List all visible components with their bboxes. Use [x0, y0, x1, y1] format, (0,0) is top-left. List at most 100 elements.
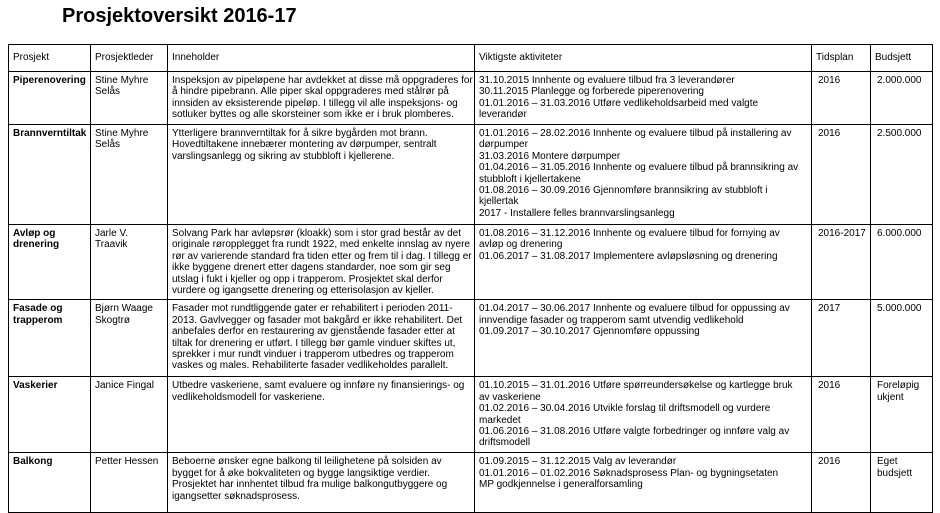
cell-line: Stine Myhre: [95, 128, 149, 139]
cell-line: 01.10.2015 – 31.01.2016 Utføre spørreund…: [479, 380, 793, 392]
table-cell: Beboerne ønsker egne balkong til leiligh…: [167, 452, 475, 513]
cell-line: Solvang Park har avløpsrør (kloakk) som …: [172, 228, 461, 239]
cell-line: markedet: [479, 414, 521, 426]
table-cell: 2016: [811, 71, 871, 125]
cell-line: originale røropplegget fra rundt 1922, m…: [172, 239, 470, 251]
cell-line: 2017 - Installere felles brannvarslingsa…: [479, 207, 675, 219]
cell-line: 01.01.2016 – 31.03.2016 Utføre vedlikeho…: [479, 97, 759, 109]
cell-line: Stine Myhre: [95, 75, 149, 86]
cell-line: 01.02.2016 – 30.04.2016 Utvikle forslag …: [479, 403, 771, 415]
table-cell: 2016: [811, 376, 871, 454]
cell-line: Piperenovering: [13, 75, 86, 86]
table-cell: 01.08.2016 – 31.12.2016 Innhente og eval…: [474, 223, 812, 301]
cell-line: leverandør: [479, 109, 527, 121]
cell-line: Fasader mot rundtliggende gater er rehab…: [172, 303, 453, 315]
table-row: Piperenovering Stine Myhre Selås Inspeksjon…: [8, 71, 933, 125]
column-header: Prosjektleder: [90, 44, 168, 72]
cell-line: 01.06.2016 – 31.08.2016 Utføre valgte fo…: [479, 426, 790, 438]
cell-line: dørpumper: [479, 139, 528, 151]
table-cell: Ytterligere brannverntiltak for å sikre …: [167, 124, 475, 225]
cell-line: 2013. Gavlvegger og fasader mot bakgård …: [172, 314, 463, 326]
table-row: Avløp og drenering Jarle V. Traavik Solvang …: [8, 223, 933, 301]
cell-line: 01.04.2017 – 30.06.2017 Innhente og eval…: [479, 303, 790, 315]
cell-line: 2016: [818, 380, 841, 392]
cell-line: anbefales derfor en restaurering av gjen…: [172, 326, 455, 338]
cell-line: Avløp og: [13, 228, 56, 239]
cell-line: innvendige fasader og trapperom samt utv…: [479, 314, 744, 326]
table-cell: Vaskerier: [8, 376, 91, 454]
cell-line: 2.500.000: [877, 128, 922, 139]
cell-line: Skogtrø: [95, 314, 131, 326]
table-cell: Piperenovering: [8, 71, 91, 125]
table-cell: 31.10.2015 Innhente og evaluere tilbud f…: [474, 71, 812, 125]
table-cell: Solvang Park har avløpsrør (kloakk) som …: [167, 223, 475, 301]
column-header: Inneholder: [167, 44, 475, 72]
cell-line: Janice Fingal: [95, 380, 154, 392]
table-cell: Petter Hessen: [90, 452, 168, 513]
cell-line: Hovedtiltakene innebærer montering av dø…: [172, 139, 437, 151]
cell-line: 01.01.2016 – 28.02.2016 Innhente og eval…: [479, 128, 792, 139]
table-cell: 6.000.000: [870, 223, 933, 301]
cell-line: kjellertak: [479, 196, 519, 208]
cell-line: ikke byggene drenert etter dagens standa…: [172, 262, 451, 274]
column-header: Prosjekt: [8, 44, 91, 72]
cell-line: Selås: [95, 139, 121, 151]
cell-line: å hindre pipebrann. Alle piper skal oppg…: [172, 86, 449, 98]
cell-line: drenering: [13, 239, 60, 251]
cell-line: Balkong: [13, 456, 53, 468]
table-cell: 2016: [811, 452, 871, 513]
table-body: Piperenovering Stine Myhre Selås Inspeksjon…: [8, 71, 933, 513]
table-cell: Eget budsjett: [870, 452, 933, 513]
cell-line: 01.09.2015 – 31.12.2015 Valg av leverand…: [479, 456, 677, 468]
cell-line: tiltak for drenering er utført. I tilleg…: [172, 337, 456, 349]
cell-line: 2017: [818, 303, 841, 315]
table-cell: Inspeksjon av pipeløpene har avdekket at…: [167, 71, 475, 125]
cell-line: vaskes og males. Rehabiliterte fasader v…: [172, 360, 449, 372]
cell-line: av vaskeriene: [479, 391, 541, 403]
table-cell: 2017: [811, 299, 871, 378]
cell-line: utslag i fukt i kjeller og opp i trapper…: [172, 273, 443, 285]
cell-line: 30.11.2015 Planlegge og forberede pipere…: [479, 86, 704, 98]
cell-line: bygget for å øke bokvaliteten og bygge l…: [172, 467, 430, 479]
table-cell: Fasade og trapperom: [8, 299, 91, 378]
header-row: Prosjekt Prosjektleder Inneholder Viktigste…: [8, 44, 933, 72]
cell-line: Jarle V.: [95, 228, 128, 239]
table-cell: Stine Myhre Selås: [90, 124, 168, 225]
cell-line: 2.000.000: [877, 75, 922, 86]
cell-line: sprekker i mur rundt vinduer i trapperom…: [172, 349, 454, 361]
cell-line: 01.08.2016 – 30.09.2016 Gjennomføre bran…: [479, 185, 768, 197]
cell-line: 01.06.2017 – 31.08.2017 Implementere avl…: [479, 250, 778, 262]
cell-line: stubbloft i kjellertakene: [479, 173, 581, 185]
column-header: Tidsplan: [811, 44, 871, 72]
cell-line: 01.04.2016 – 31.05.2016 Innhente og eval…: [479, 162, 799, 174]
table-cell: Balkong: [8, 452, 91, 513]
cell-line: vurdere og igangsette drenering og etter…: [172, 285, 434, 297]
table-cell: Bjørn Waage Skogtrø: [90, 299, 168, 378]
table-cell: 5.000.000: [870, 299, 933, 378]
cell-line: Ytterligere brannverntiltak for å sikre …: [172, 128, 428, 139]
project-table: Prosjekt Prosjektleder Inneholder Viktigste…: [8, 44, 933, 513]
cell-line: Traavik: [95, 239, 128, 251]
table-cell: Janice Fingal: [90, 376, 168, 454]
cell-line: 31.03.2016 Montere dørpumper: [479, 150, 621, 162]
table-cell: 2.500.000: [870, 124, 933, 225]
cell-line: 01.08.2016 – 31.12.2016 Innhente og eval…: [479, 228, 780, 239]
cell-line: 2016-2017: [818, 228, 866, 239]
cell-line: Eget: [877, 456, 898, 468]
cell-line: 6.000.000: [877, 228, 922, 239]
cell-line: 5.000.000: [877, 303, 922, 315]
cell-line: 31.10.2015 Innhente og evaluere tilbud f…: [479, 75, 735, 86]
page-title: Prosjektoversikt 2016-17: [62, 5, 297, 27]
cell-line: 2016: [818, 75, 841, 86]
cell-line: Foreløpig: [877, 380, 920, 392]
cell-line: budsjett: [877, 467, 913, 479]
table-cell: Utbedre vaskeriene, samt evaluere og inn…: [167, 376, 475, 454]
cell-line: Bjørn Waage: [95, 303, 153, 315]
table-cell: Avløp og drenering: [8, 223, 91, 301]
table-cell: 01.10.2015 – 31.01.2016 Utføre spørreund…: [474, 376, 812, 454]
cell-line: Fasade og: [13, 303, 63, 315]
table-row: Brannverntiltak Stine Myhre Selås Ytterlige…: [8, 124, 933, 225]
cell-line: Inspeksjon av pipeløpene har avdekket at…: [172, 75, 473, 86]
table-cell: 01.09.2015 – 31.12.2015 Valg av leverand…: [474, 452, 812, 513]
